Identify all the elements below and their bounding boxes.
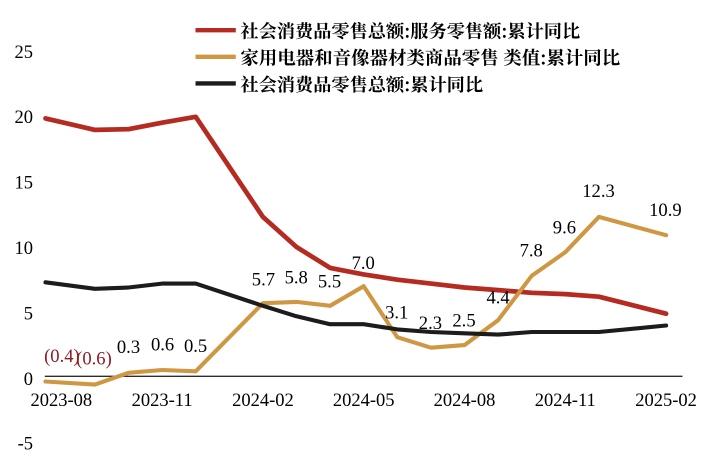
svg-text:2023-11: 2023-11 xyxy=(132,391,193,411)
svg-text:3.1: 3.1 xyxy=(385,303,408,324)
svg-text:2024-05: 2024-05 xyxy=(333,391,395,411)
svg-text:2024-08: 2024-08 xyxy=(434,391,496,411)
svg-text:(0.4): (0.4) xyxy=(44,346,80,367)
svg-text:9.6: 9.6 xyxy=(553,218,576,239)
svg-text:2023-08: 2023-08 xyxy=(30,391,92,411)
svg-text:0.3: 0.3 xyxy=(117,337,140,358)
svg-text:2024-11: 2024-11 xyxy=(535,391,596,411)
svg-text:15: 15 xyxy=(15,174,34,194)
svg-text:10.9: 10.9 xyxy=(649,200,682,221)
svg-text:0.6: 0.6 xyxy=(151,335,174,356)
svg-text:5.5: 5.5 xyxy=(318,272,341,293)
svg-text:5: 5 xyxy=(24,305,33,325)
svg-text:10: 10 xyxy=(15,239,34,259)
svg-text:2.5: 2.5 xyxy=(452,311,475,332)
svg-text:20: 20 xyxy=(15,108,34,128)
svg-text:7.0: 7.0 xyxy=(352,253,375,274)
svg-text:25: 25 xyxy=(15,43,34,63)
svg-text:5.7: 5.7 xyxy=(252,270,275,291)
svg-text:2024-02: 2024-02 xyxy=(232,391,294,411)
svg-text:2.3: 2.3 xyxy=(419,313,442,334)
svg-text:2025-02: 2025-02 xyxy=(635,391,697,411)
svg-text:0.5: 0.5 xyxy=(184,336,207,357)
svg-text:(0.6): (0.6) xyxy=(76,349,112,370)
svg-text:12.3: 12.3 xyxy=(582,181,615,202)
svg-text:4.4: 4.4 xyxy=(486,287,509,308)
svg-text:0: 0 xyxy=(24,370,33,390)
svg-text:-5: -5 xyxy=(18,435,33,455)
svg-text:5.8: 5.8 xyxy=(285,268,308,289)
svg-text:7.8: 7.8 xyxy=(520,241,543,262)
